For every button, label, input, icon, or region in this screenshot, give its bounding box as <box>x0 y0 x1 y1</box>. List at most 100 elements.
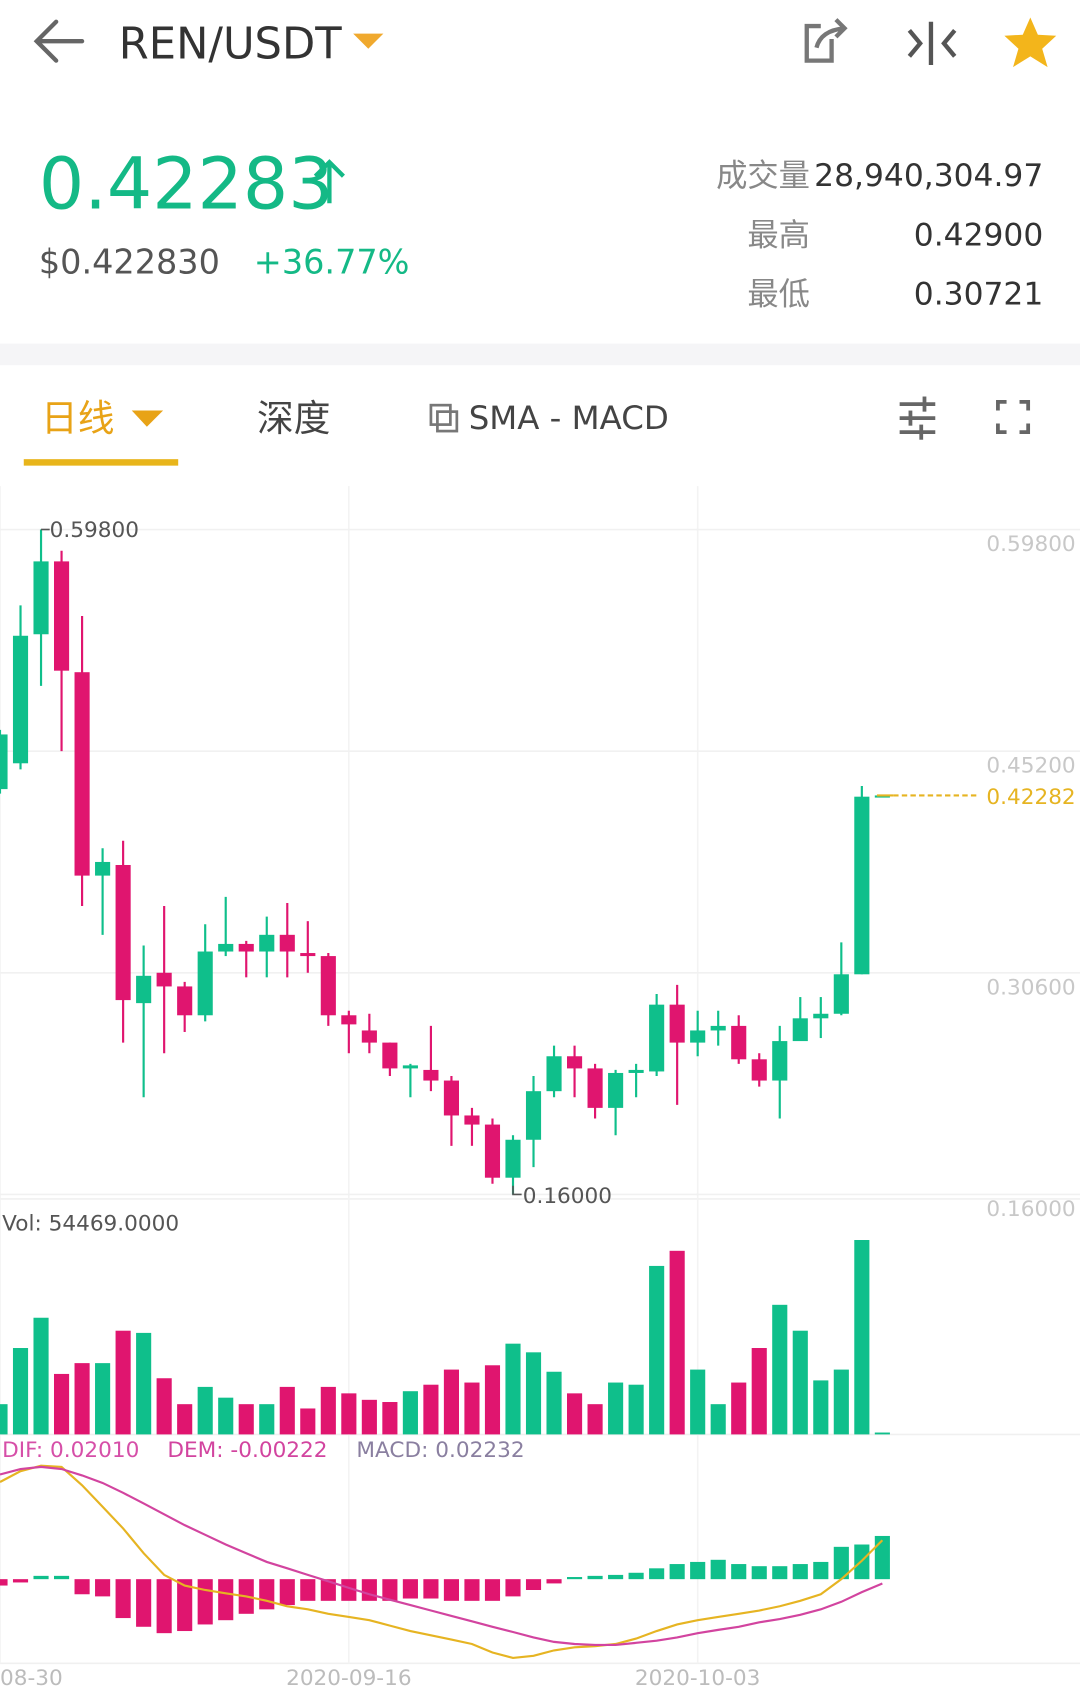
volume-bar <box>382 1402 398 1435</box>
tab-dropdown[interactable] <box>131 410 164 427</box>
macd-bar <box>567 1577 583 1580</box>
volume-bar <box>484 1365 501 1435</box>
volume-bar <box>854 1240 870 1435</box>
pair-dropdown[interactable] <box>353 33 384 49</box>
fullscreen-button[interactable] <box>996 400 1031 435</box>
stat-value: 28,940,304.97 <box>814 158 1043 194</box>
candle-body <box>443 1080 459 1116</box>
volume-bar <box>587 1404 603 1435</box>
indicator-icon <box>429 403 459 433</box>
volume-bar <box>156 1378 172 1435</box>
volume-bar <box>649 1265 665 1435</box>
volume-bar <box>525 1352 542 1435</box>
candle-body <box>792 1018 808 1042</box>
macd-bar <box>279 1579 295 1606</box>
macd-bar <box>833 1546 849 1580</box>
volume-bar <box>423 1384 439 1435</box>
volume-bar <box>238 1404 254 1435</box>
volume-bar <box>546 1371 562 1435</box>
candle-body <box>669 1004 685 1043</box>
volume-bar <box>628 1384 644 1435</box>
up-arrow <box>313 159 345 204</box>
volume-bar <box>772 1304 788 1435</box>
macd-bar <box>156 1579 172 1634</box>
volume-bar <box>464 1382 480 1435</box>
volume-bar <box>874 1432 890 1435</box>
macd-bar <box>792 1564 808 1580</box>
volume-bar <box>669 1250 685 1435</box>
tab-active[interactable]: 日线 <box>41 397 114 440</box>
candle-body <box>423 1069 439 1081</box>
tab[interactable]: SMA - MACD <box>469 399 669 437</box>
candle-body <box>525 1091 542 1140</box>
volume-bar <box>136 1332 152 1435</box>
stat-label: 成交量 <box>716 158 810 194</box>
volume-bar <box>0 1404 8 1435</box>
macd-bar <box>177 1579 193 1632</box>
change-percent: +36.77% <box>254 242 410 281</box>
tab[interactable]: 深度 <box>257 397 330 440</box>
macd-bar <box>669 1564 685 1580</box>
candle-body <box>95 861 111 876</box>
candle-body <box>74 672 90 876</box>
macd-bar <box>628 1572 644 1580</box>
macd-bar <box>751 1566 767 1580</box>
back-button[interactable] <box>33 19 85 63</box>
candle-body <box>320 956 336 1016</box>
macd-bar <box>95 1579 111 1597</box>
y-tick-label: 0.59800 <box>986 532 1075 557</box>
last-price: 0.42283 <box>39 143 334 226</box>
volume-bar <box>690 1369 706 1435</box>
volume-bar <box>95 1363 111 1435</box>
candle-body <box>505 1139 521 1178</box>
candle-body <box>731 1025 747 1060</box>
candle-body <box>177 986 193 1016</box>
macd-bar <box>772 1566 788 1580</box>
y-tick-label: 0.45200 <box>986 754 1075 779</box>
stat-value: 0.42900 <box>914 217 1044 253</box>
tab-underline <box>23 459 179 466</box>
settings-button[interactable] <box>899 396 936 440</box>
volume-bar <box>608 1382 624 1435</box>
candle-body <box>156 972 172 987</box>
candle-body <box>833 974 849 1014</box>
candle-body <box>854 796 870 975</box>
candle-body <box>710 1025 726 1031</box>
volume-bar <box>833 1369 849 1435</box>
last-price-label: 0.42282 <box>986 785 1075 810</box>
candle-body <box>567 1056 583 1069</box>
pair-title[interactable]: REN/USDT <box>119 19 342 69</box>
candle-body <box>690 1030 706 1043</box>
volume-bar <box>279 1386 295 1435</box>
macd-bar <box>12 1579 29 1583</box>
macd-bar <box>546 1579 562 1584</box>
candle-body <box>115 864 131 1001</box>
macd-bar <box>33 1575 49 1580</box>
volume-bar <box>197 1386 213 1435</box>
macd-line-dem <box>0 1465 883 1647</box>
macd-line-dif <box>0 1464 884 1660</box>
macd-bar <box>874 1535 890 1580</box>
macd-bar <box>136 1579 152 1627</box>
favorite-star[interactable] <box>1004 17 1057 68</box>
volume-bar <box>54 1373 70 1435</box>
candle-body <box>649 1004 665 1072</box>
macd-bar <box>115 1579 131 1619</box>
candle-body <box>300 953 316 957</box>
volume-bar <box>731 1382 747 1435</box>
stat-label: 最低 <box>747 277 810 313</box>
candle-body <box>279 934 295 952</box>
macd-bar <box>484 1579 501 1601</box>
candle-body <box>361 1030 377 1043</box>
candle-body <box>33 561 49 635</box>
compare-button[interactable] <box>907 21 957 65</box>
volume-bar <box>33 1317 49 1435</box>
candle-body <box>772 1041 788 1081</box>
macd-bar <box>443 1579 459 1601</box>
volume-bar <box>567 1393 583 1435</box>
macd-bar <box>74 1579 90 1595</box>
volume-bar <box>74 1363 90 1435</box>
share-button[interactable] <box>804 18 848 63</box>
